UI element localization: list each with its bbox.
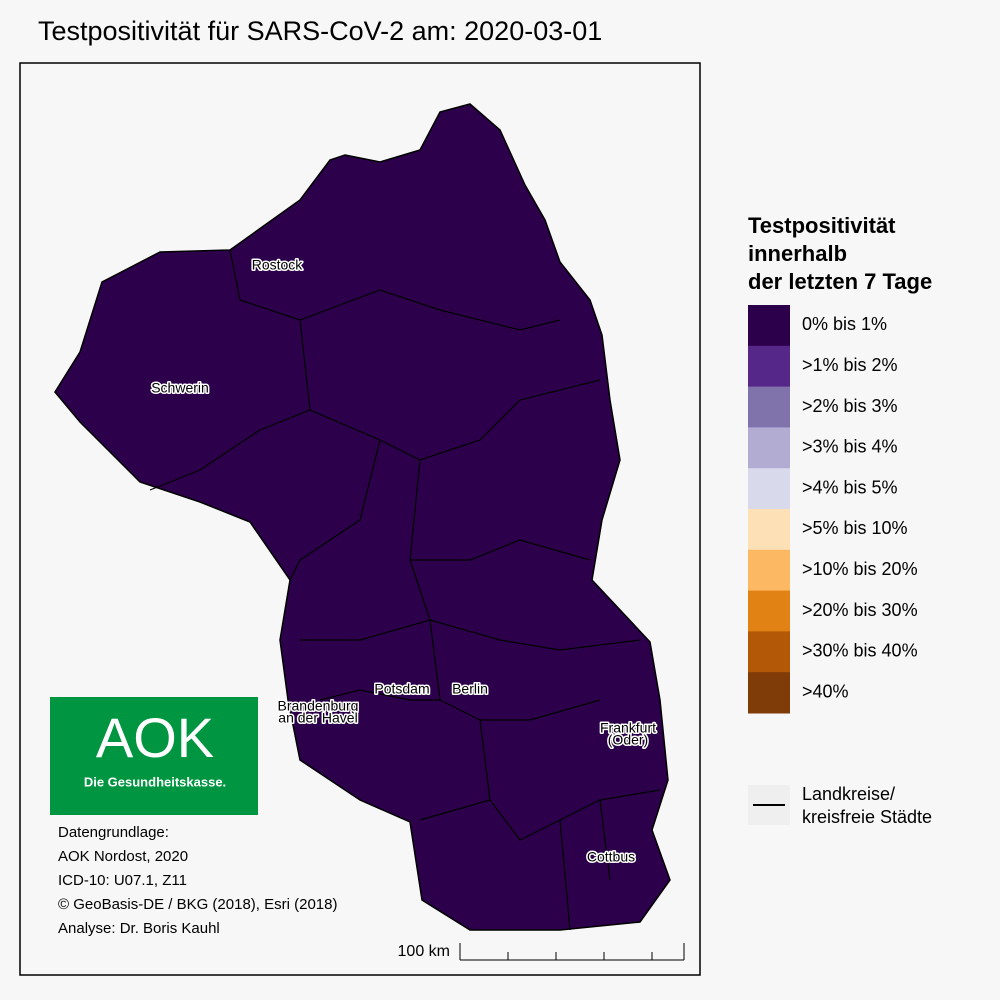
boundary-label: Landkreise/ (802, 784, 895, 804)
legend-label: >1% bis 2% (802, 355, 898, 375)
legend-label: >4% bis 5% (802, 477, 898, 497)
logo: AOK Die Gesundheitskasse. (50, 697, 258, 815)
legend-label: 0% bis 1% (802, 314, 887, 334)
logo-box (50, 697, 258, 815)
region-outline (54, 103, 671, 931)
city-label: Schwerin (151, 380, 209, 396)
city-label: Rostock (252, 257, 304, 273)
city-label: Berlin (452, 681, 488, 697)
credit-line: ICD-10: U07.1, Z11 (58, 872, 187, 889)
legend-swatch (748, 305, 790, 347)
logo-brand: AOK (96, 706, 214, 769)
scale-ruler (459, 943, 685, 961)
city-label: Brandenburg (278, 698, 359, 714)
legend-title: innerhalb (748, 241, 847, 266)
city-label: Frankfurt (600, 720, 656, 736)
logo-slogan: Die Gesundheitskasse. (84, 774, 226, 789)
credit-line: © GeoBasis-DE / BKG (2018), Esri (2018) (58, 896, 338, 913)
legend-swatch (748, 509, 790, 551)
border (319, 689, 440, 701)
legend-title: Testpositivität (748, 213, 896, 238)
legend-label: >40% (802, 681, 849, 701)
credit-line: Analyse: Dr. Boris Kauhl (58, 920, 220, 937)
legend-label: >2% bis 3% (802, 396, 898, 416)
border (149, 319, 311, 491)
legend-label: >30% bis 40% (802, 641, 918, 661)
city-label: Cottbus (587, 849, 635, 865)
title: Testpositivität für SARS-CoV-2 am: 2020-… (38, 16, 602, 46)
scale-bar: 100 km (398, 943, 685, 961)
legend-swatch (748, 590, 790, 632)
legend-title: der letzten 7 Tage (748, 269, 932, 294)
border (419, 799, 611, 931)
border (409, 559, 641, 651)
map: Rostock Schwerin Potsdam Berlin Brandenburga… (54, 103, 671, 931)
legend-label: >20% bis 30% (802, 600, 918, 620)
legend-swatch (748, 468, 790, 510)
border (289, 439, 381, 581)
legend-label: >10% bis 20% (802, 559, 918, 579)
legend-swatch (748, 345, 790, 388)
legend-swatch (748, 549, 790, 592)
border (229, 249, 561, 331)
border (479, 719, 661, 841)
city-label: (Oder) (608, 732, 648, 748)
legend-label: >5% bis 10% (802, 518, 908, 538)
city-label: an der Havel (278, 710, 357, 726)
legend-swatch (748, 427, 790, 469)
city-label: Potsdam (374, 681, 429, 697)
boundary-label: kreisfreie Städte (802, 807, 932, 827)
legend-swatch (748, 672, 790, 714)
credit-line: Datengrundlage: (58, 824, 169, 841)
legend-swatch (748, 386, 790, 428)
district-borders (149, 249, 661, 931)
scale-label: 100 km (398, 943, 450, 960)
border (409, 459, 591, 561)
legend-swatch (748, 631, 790, 673)
credit-line: AOK Nordost, 2020 (58, 848, 188, 865)
border (309, 379, 601, 461)
legend-label: >3% bis 4% (802, 437, 898, 457)
